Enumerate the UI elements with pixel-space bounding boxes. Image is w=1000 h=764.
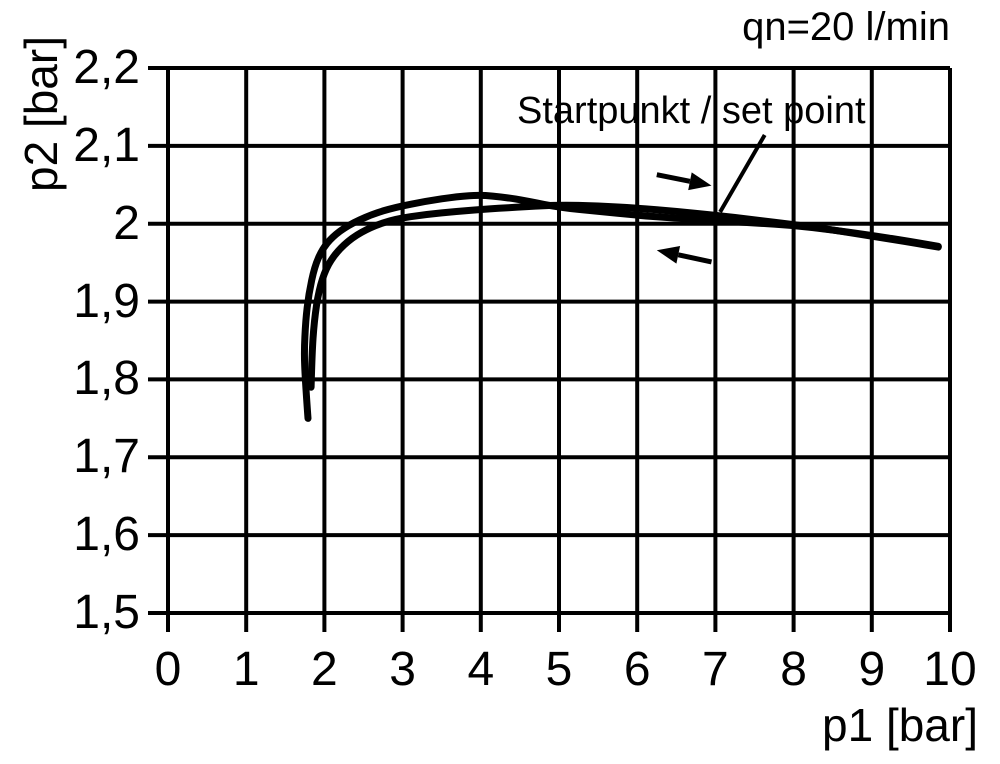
x-tick-label-5: 5 [545,643,573,696]
set-point-annotation: Startpunkt / set point [517,90,866,132]
x-tick-label-0: 0 [154,643,182,696]
x-tick-label-1: 1 [232,643,260,696]
x-tick-label-6: 6 [623,643,651,696]
y-tick-label-1,8: 1,8 [73,352,140,406]
y-tick-label-1,5: 1,5 [73,586,140,639]
curve-pressure-decreasing [307,201,942,391]
y-tick-label-2: 2 [113,196,140,250]
x-tick-label-9: 9 [858,643,886,696]
x-tick-label-7: 7 [702,643,729,696]
x-tick-label-10: 10 [923,643,977,696]
forward-direction-arrow-shaft [656,172,691,184]
y-tick-label-2,2: 2,2 [73,41,140,94]
return-direction-arrow-shaft [677,252,713,265]
forward-direction-arrow-head [688,172,712,191]
set-point-leader-line [718,133,767,214]
y-tick-label-2,1: 2,1 [73,118,140,172]
x-tick-label-8: 8 [780,643,807,696]
y-tick-label-1,9: 1,9 [73,274,140,328]
y-tick-label-1,6: 1,6 [73,508,140,562]
y-tick-label-1,7: 1,7 [73,430,140,484]
x-axis-title: p1 [bar] [822,699,978,751]
x-tick-label-3: 3 [389,643,416,696]
x-tick-label-4: 4 [467,643,495,696]
x-tick-label-2: 2 [311,643,338,696]
return-direction-arrow-head [656,246,681,264]
chart-title: qn=20 l/min [742,5,950,49]
